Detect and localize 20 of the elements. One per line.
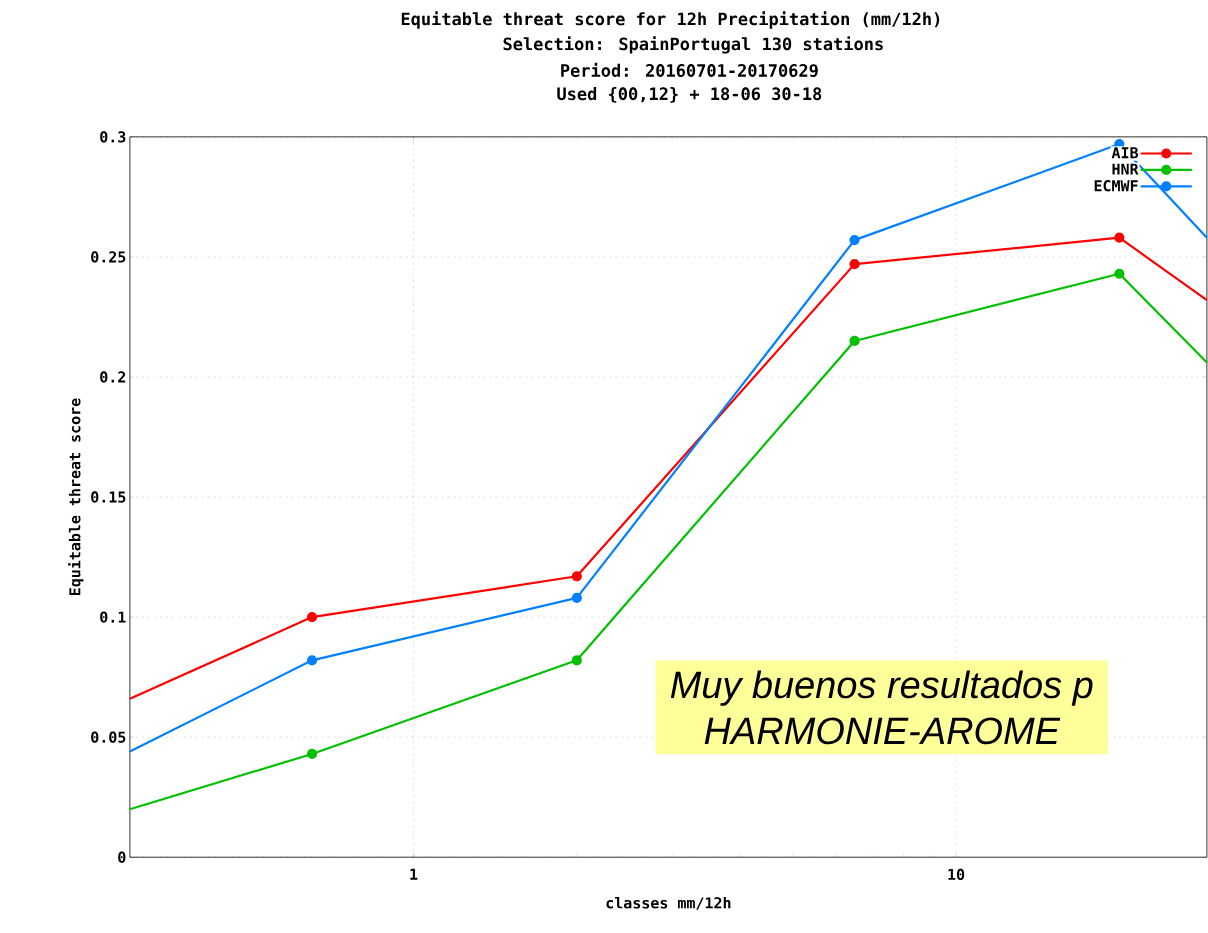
y-tick-label: 0.15: [91, 491, 126, 503]
legend-label: HNR: [1112, 163, 1139, 175]
y-tick-label: 0.3: [100, 131, 126, 143]
text: Used {00,12} + 18-06 30-18: [557, 86, 822, 103]
chart-subtitle: Selection: SpainPortugal 130 stations: [503, 36, 883, 54]
annotation: HARMONIE-AROME: [704, 717, 1061, 745]
text: Period: 20160701-20170629: [561, 62, 818, 77]
y-tick-label: 0.25: [91, 251, 126, 263]
chart-title: Equitable threat score for 12h Precipitation (mm/12h): [401, 11, 940, 29]
legend-label: AIB: [1111, 147, 1139, 159]
y-axis-title: Equitable threat score: [68, 398, 84, 595]
x-tick-label: 1: [410, 868, 418, 880]
x-tick-label: 10: [948, 868, 965, 881]
annotation: Muy buenos resultados p: [670, 670, 1093, 706]
y-tick-label: 0.05: [91, 731, 126, 743]
y-tick-label: 0.2: [100, 371, 126, 383]
x-axis-title: classes mm/12h: [606, 896, 731, 910]
y-tick-label: 0: [118, 851, 126, 863]
legend-label: ECMWF: [1094, 180, 1138, 192]
y-tick-label: 0.1: [100, 611, 126, 623]
